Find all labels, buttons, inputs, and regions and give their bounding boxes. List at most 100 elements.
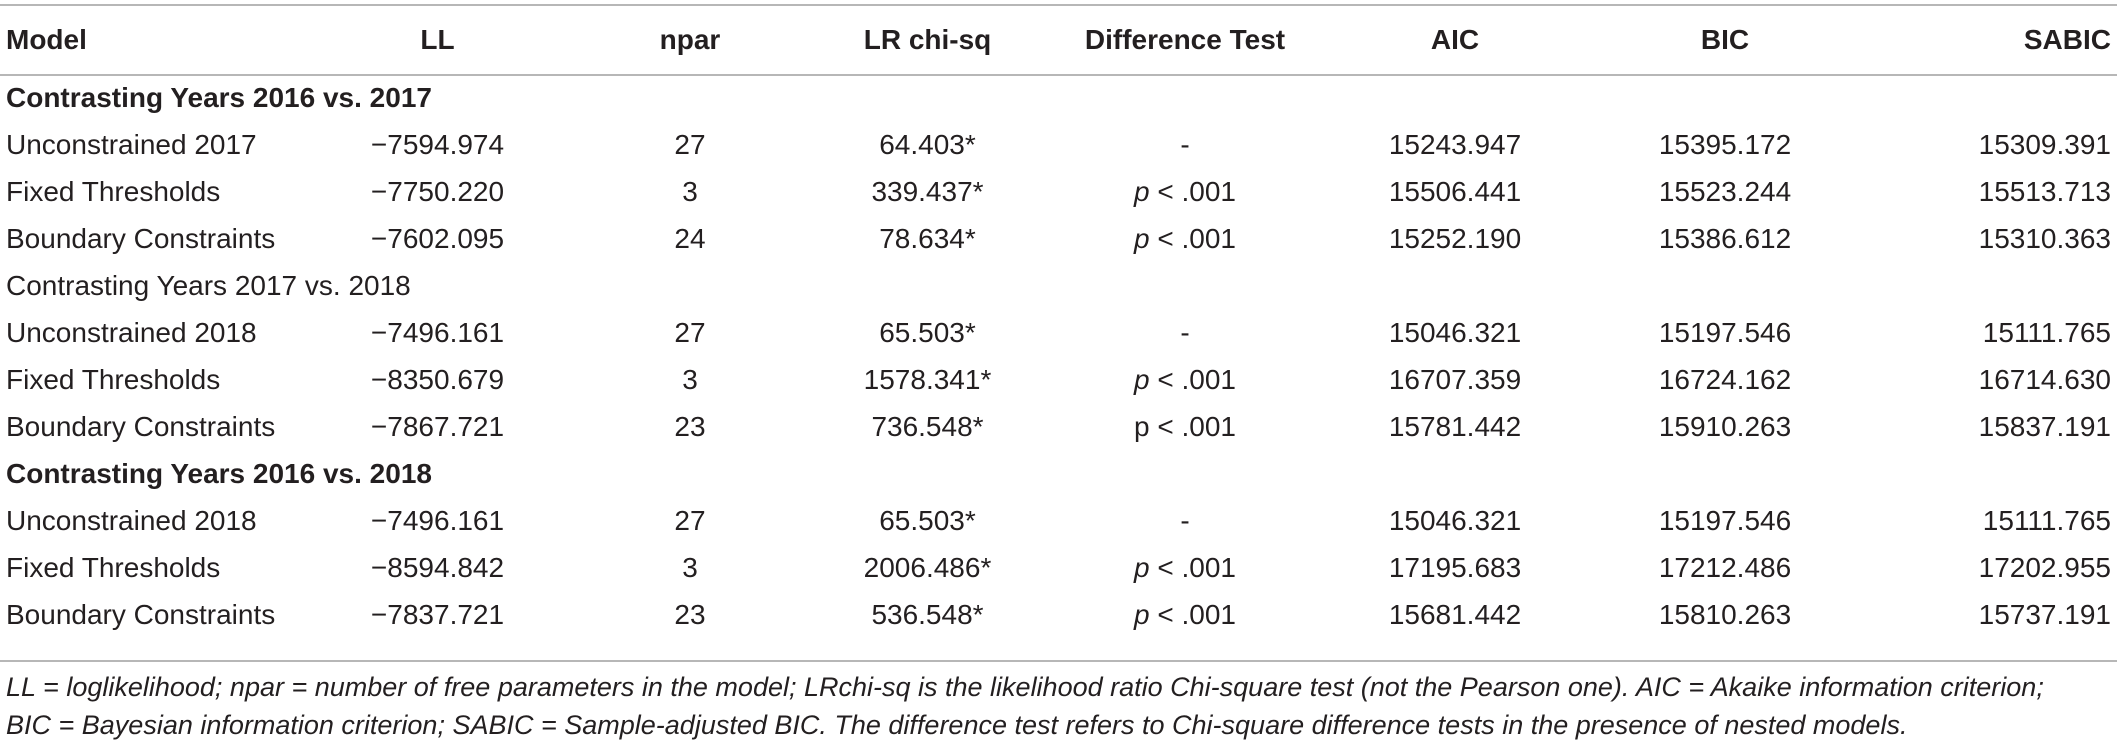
cell-aic: 15046.321 [1388, 504, 1522, 536]
p-symbol: p [1134, 551, 1150, 583]
section-title: Contrasting Years 2016 vs. 2017 [6, 81, 432, 113]
col-header-npar: npar [659, 24, 721, 55]
table-body: Contrasting Years 2016 vs. 2017 Unconstra… [0, 74, 2117, 638]
table-row: Fixed Thresholds −8350.679 3 1578.341* p < .… [0, 356, 2117, 403]
table-row: Unconstrained 2018 −7496.161 27 65.503* - 150… [0, 497, 2117, 544]
cell-lr-chisq: 1578.341* [863, 363, 992, 395]
table-row: Fixed Thresholds −8594.842 3 2006.486* p < .… [0, 544, 2117, 591]
top-rule [0, 4, 2117, 6]
section-header-row: Contrasting Years 2016 vs. 2018 [0, 450, 2117, 497]
cell-bic: 15386.612 [1658, 222, 1792, 254]
cell-ll: −8594.842 [370, 551, 505, 583]
cell-npar: 27 [674, 128, 706, 160]
cell-npar: 27 [674, 316, 706, 348]
footnote-line: BIC = Bayesian information criterion; SA… [6, 710, 1908, 740]
cell-lr-chisq: 64.403* [879, 128, 976, 160]
cell-bic: 15197.546 [1658, 504, 1792, 536]
cell-bic: 17212.486 [1658, 551, 1792, 583]
cell-difference-test: p < .001 [1050, 215, 1320, 262]
cell-npar: 3 [682, 363, 698, 395]
table-row: Unconstrained 2017 −7594.974 27 64.403* - 152… [0, 121, 2117, 168]
bottom-rule [0, 660, 2117, 662]
p-symbol: p [1134, 175, 1150, 207]
cell-lr-chisq: 78.634* [879, 222, 976, 254]
header-rule [0, 74, 2117, 76]
table-row: Unconstrained 2018 −7496.161 27 65.503* - 150… [0, 309, 2117, 356]
cell-sabic: 15111.765 [1982, 316, 2111, 348]
cell-difference-test: p < .001 [1050, 544, 1320, 591]
cell-sabic: 15111.765 [1982, 504, 2111, 536]
cell-model: Boundary Constraints [6, 222, 276, 254]
cell-difference-test: - [1180, 316, 1190, 348]
cell-model: Unconstrained 2018 [6, 316, 257, 348]
cell-ll: −7496.161 [370, 504, 505, 536]
cell-aic: 15252.190 [1388, 222, 1522, 254]
p-value-text: < .001 [1157, 222, 1236, 254]
cell-model: Fixed Thresholds [6, 551, 221, 583]
col-header-aic: AIC [1430, 24, 1480, 55]
cell-npar: 3 [682, 175, 698, 207]
cell-sabic: 15309.391 [1978, 128, 2111, 160]
cell-ll: −8350.679 [370, 363, 505, 395]
model-comparison-table: Model LL npar LR chi-sq Difference Test … [0, 6, 2117, 638]
cell-aic: 15046.321 [1388, 316, 1522, 348]
section-header-row: Contrasting Years 2017 vs. 2018 [0, 262, 2117, 309]
cell-model: Boundary Constraints [6, 410, 276, 442]
cell-bic: 16724.162 [1658, 363, 1792, 395]
cell-lr-chisq: 2006.486* [863, 551, 992, 583]
cell-bic: 15810.263 [1658, 598, 1792, 630]
cell-ll: −7867.721 [370, 410, 505, 442]
section-title: Contrasting Years 2017 vs. 2018 [6, 269, 411, 301]
p-symbol: p [1134, 222, 1150, 254]
cell-difference-test: p < .001 [1050, 168, 1320, 215]
p-symbol: p [1134, 598, 1150, 630]
cell-aic: 15781.442 [1388, 410, 1522, 442]
section-title: Contrasting Years 2016 vs. 2018 [6, 457, 432, 489]
p-value-text: < .001 [1157, 551, 1236, 583]
table-row: Fixed Thresholds −7750.220 3 339.437* p < .0… [0, 168, 2117, 215]
cell-model: Unconstrained 2017 [6, 128, 257, 160]
cell-lr-chisq: 65.503* [879, 316, 976, 348]
col-header-ll: LL [420, 24, 455, 55]
cell-aic: 15506.441 [1388, 175, 1522, 207]
cell-npar: 3 [682, 551, 698, 583]
col-header-lr-chisq: LR chi-sq [863, 24, 992, 55]
cell-model: Fixed Thresholds [6, 175, 221, 207]
cell-model: Fixed Thresholds [6, 363, 221, 395]
cell-model: Unconstrained 2018 [6, 504, 257, 536]
p-symbol: p [1134, 363, 1150, 395]
cell-difference-test: - [1180, 504, 1190, 536]
cell-npar: 23 [674, 410, 706, 442]
cell-ll: −7837.721 [370, 598, 505, 630]
cell-npar: 24 [674, 222, 706, 254]
cell-lr-chisq: 736.548* [871, 410, 984, 442]
cell-sabic: 15310.363 [1978, 222, 2111, 254]
cell-model: Boundary Constraints [6, 598, 276, 630]
cell-aic: 16707.359 [1388, 363, 1522, 395]
cell-aic: 15681.442 [1388, 598, 1522, 630]
cell-bic: 15523.244 [1658, 175, 1792, 207]
cell-aic: 17195.683 [1388, 551, 1522, 583]
cell-sabic: 15513.713 [1978, 175, 2111, 207]
cell-sabic: 16714.630 [1978, 363, 2111, 395]
cell-lr-chisq: 65.503* [879, 504, 976, 536]
section-header-row: Contrasting Years 2016 vs. 2017 [0, 74, 2117, 121]
cell-difference-test: p < .001 [1050, 356, 1320, 403]
table-row: Boundary Constraints −7867.721 23 736.548* p… [0, 403, 2117, 450]
cell-difference-test: p < .001 [1050, 591, 1320, 638]
cell-difference-test: p < .001 [1134, 410, 1236, 442]
cell-bic: 15910.263 [1658, 410, 1792, 442]
cell-bic: 15395.172 [1658, 128, 1792, 160]
cell-lr-chisq: 339.437* [871, 175, 984, 207]
cell-lr-chisq: 536.548* [871, 598, 984, 630]
table-row: Boundary Constraints −7602.095 24 78.634* p … [0, 215, 2117, 262]
cell-bic: 15197.546 [1658, 316, 1792, 348]
header-row: Model LL npar LR chi-sq Difference Test … [0, 6, 2117, 74]
cell-sabic: 17202.955 [1978, 551, 2111, 583]
cell-aic: 15243.947 [1388, 128, 1522, 160]
p-value-text: < .001 [1157, 363, 1236, 395]
cell-difference-test: - [1180, 128, 1190, 160]
cell-ll: −7594.974 [370, 128, 505, 160]
cell-ll: −7496.161 [370, 316, 505, 348]
p-value-text: < .001 [1157, 598, 1236, 630]
